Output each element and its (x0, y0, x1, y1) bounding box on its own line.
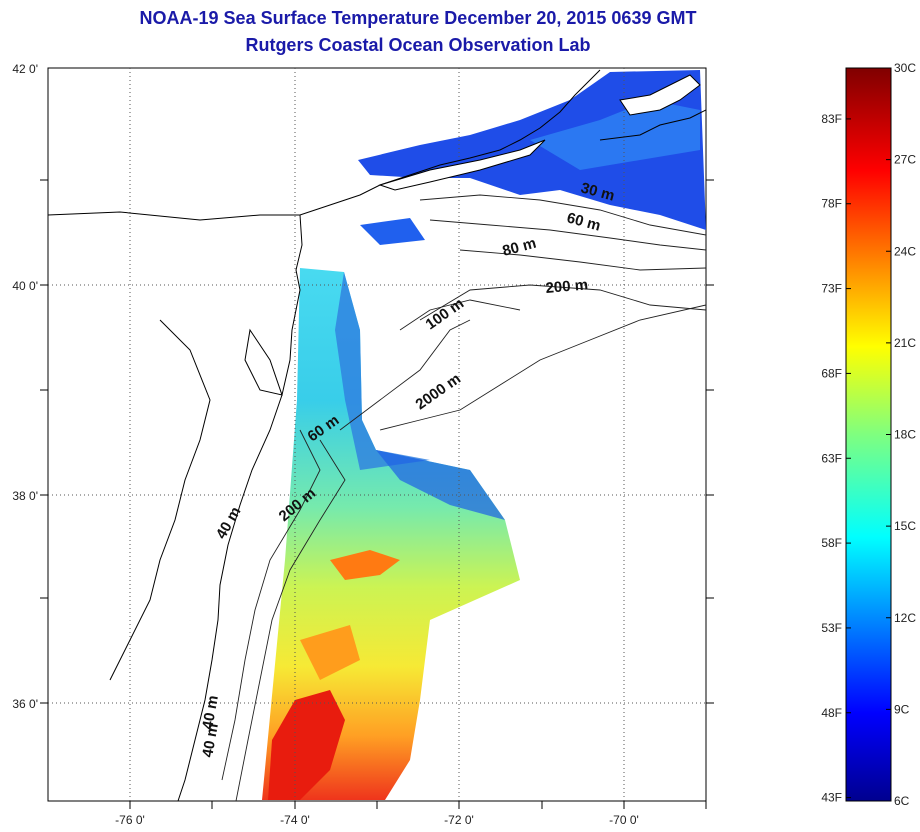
axis-ticks (40, 179, 714, 809)
colorbar (845, 67, 892, 802)
colorbar-celsius-label: 12C (894, 611, 916, 625)
colorbar-celsius-label: 9C (894, 702, 910, 716)
lat-tick-label: 36 0' (12, 697, 38, 711)
gulf-stream-warm-core (268, 690, 345, 800)
long-island (378, 139, 546, 191)
isobaths (221, 194, 706, 801)
colorbar-fahrenheit-label: 68F (821, 366, 842, 380)
lat-tick-label: 42 0' (12, 62, 38, 76)
map-content (48, 68, 706, 801)
map-subtitle: Rutgers Coastal Ocean Observation Lab (245, 35, 591, 55)
graticule (48, 68, 706, 801)
sst-patch-ny-bight (360, 218, 425, 245)
colorbar-fahrenheit-label: 43F (821, 791, 842, 805)
cool-offshore-streaks (376, 450, 505, 520)
isobath-label-200m-north: 200 m (545, 276, 589, 297)
lon-tick-label: -74 0' (280, 813, 310, 827)
map-title: NOAA-19 Sea Surface Temperature December… (139, 8, 697, 28)
warm-band-patch (300, 625, 360, 680)
lon-tick-label: -72 0' (444, 813, 474, 827)
colorbar-fahrenheit-label: 78F (821, 197, 842, 211)
colorbar-celsius-label: 6C (894, 794, 910, 808)
lat-tick-label: 38 0' (12, 489, 38, 503)
colorbar-celsius-labels: 30C 27C 24C 21C 18C 15C 12C 9C 6C (894, 61, 916, 808)
warm-eddy-patch (330, 550, 400, 580)
chesapeake-bay-shore (109, 319, 211, 681)
colorbar-fahrenheit-label: 63F (821, 451, 842, 465)
lon-tick-label: -70 0' (609, 813, 639, 827)
colorbar-celsius-label: 15C (894, 519, 916, 533)
colorbar-fahrenheit-label: 48F (821, 706, 842, 720)
isobath-label-40m-b: 40 m (199, 694, 222, 731)
lat-tick-label: 40 0' (12, 279, 38, 293)
colorbar-fahrenheit-label: 53F (821, 621, 842, 635)
cape-cod (619, 74, 701, 116)
colorbar-celsius-label: 27C (894, 153, 916, 167)
sst-patch-gulf-of-maine (530, 100, 700, 170)
colorbar-ticks (846, 67, 891, 802)
isobath-label-40m-c: 40 m (199, 722, 222, 759)
colorbar-fahrenheit-label: 83F (821, 112, 842, 126)
colorbar-celsius-label: 18C (894, 428, 916, 442)
colorbar-celsius-label: 21C (894, 336, 916, 350)
coastline (48, 69, 706, 801)
delaware-bay (244, 328, 283, 396)
colorbar-fahrenheit-label: 58F (821, 536, 842, 550)
colorbar-celsius-label: 30C (894, 61, 916, 75)
colorbar-fahrenheit-labels: 83F 78F 73F 68F 63F 58F 53F 48F 43F (821, 112, 842, 805)
colorbar-celsius-label: 24C (894, 244, 916, 258)
lon-tick-label: -76 0' (115, 813, 145, 827)
cool-shelf-band (335, 272, 430, 470)
colorbar-fahrenheit-label: 73F (821, 282, 842, 296)
